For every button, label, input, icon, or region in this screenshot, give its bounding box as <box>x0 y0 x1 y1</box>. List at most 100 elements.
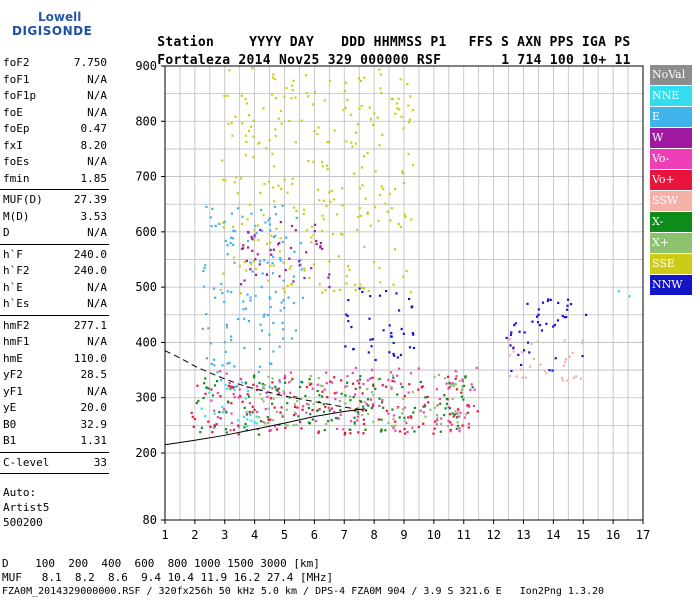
echo-point <box>384 289 388 293</box>
echo-point <box>319 246 322 249</box>
echo-point <box>328 409 331 412</box>
echo-point <box>382 406 385 409</box>
echo-point <box>364 428 367 431</box>
echo-point <box>286 284 289 287</box>
echo-point <box>341 233 344 236</box>
echo-point <box>532 357 536 361</box>
echo-point <box>439 422 443 426</box>
echo-point <box>289 265 293 268</box>
echo-point <box>350 113 353 116</box>
echo-point <box>407 121 411 124</box>
echo-point <box>279 109 282 113</box>
echo-point <box>273 78 277 81</box>
echo-point <box>384 202 387 205</box>
x-tick-label: 17 <box>636 528 650 542</box>
echo-point <box>265 391 268 395</box>
echo-point <box>564 358 567 361</box>
param-name: foE <box>3 105 23 119</box>
echo-point <box>471 386 474 389</box>
echo-point <box>361 409 364 412</box>
echo-point <box>272 397 275 400</box>
echo-point <box>344 81 347 84</box>
echo-point <box>356 419 359 422</box>
echo-point <box>362 287 366 290</box>
echo-point <box>310 267 313 270</box>
echo-point <box>462 384 466 388</box>
echo-point <box>553 323 556 327</box>
echo-point <box>256 410 259 414</box>
echo-point <box>230 290 233 294</box>
echo-point <box>454 410 457 413</box>
echo-point <box>537 308 540 311</box>
echo-point <box>372 384 375 388</box>
echo-point <box>300 119 303 122</box>
echo-point <box>219 288 222 291</box>
echo-point <box>536 321 540 324</box>
echo-point <box>363 245 366 248</box>
echo-point <box>407 152 410 156</box>
echo-point <box>438 397 441 401</box>
echo-point <box>204 377 207 380</box>
echo-point <box>476 410 479 413</box>
echo-point <box>322 199 326 202</box>
echo-point <box>522 349 526 352</box>
header-value-pps: 100 <box>549 53 575 68</box>
parameter-panel: foF2 7.750 foF1 N/A foF1p N/A foE N/A foEp 0.47 fx… <box>0 56 110 536</box>
echo-point <box>475 366 478 369</box>
echo-point <box>210 225 213 228</box>
echo-point <box>374 387 377 391</box>
echo-point <box>292 79 295 82</box>
param-row: M(D) 3.53 <box>3 210 107 228</box>
echo-point <box>345 275 348 278</box>
x-tick-label: 14 <box>546 528 560 542</box>
echo-point <box>451 397 454 401</box>
echo-point <box>259 228 262 232</box>
echo-point <box>378 397 381 400</box>
echo-point <box>334 398 337 401</box>
echo-point <box>411 305 414 308</box>
echo-point <box>369 118 373 121</box>
echo-point <box>367 289 370 292</box>
echo-point <box>322 410 326 413</box>
echo-point <box>357 412 360 415</box>
echo-point <box>286 424 289 427</box>
echo-point <box>359 214 362 218</box>
param-value: N/A <box>87 226 107 239</box>
echo-point <box>353 416 356 419</box>
echo-point <box>230 236 233 239</box>
echo-point <box>279 221 282 224</box>
y-tick-label: 800 <box>135 114 157 128</box>
echo-point <box>253 408 256 411</box>
echo-point <box>453 382 456 385</box>
echo-point <box>394 112 397 115</box>
echo-point <box>257 142 260 145</box>
echo-point <box>260 229 264 232</box>
echo-point <box>402 127 405 130</box>
echo-point <box>292 414 296 417</box>
echo-point <box>330 419 333 422</box>
echo-point <box>294 96 297 99</box>
param-value: 8.20 <box>80 138 108 152</box>
echo-point <box>319 245 322 248</box>
echo-point <box>350 325 353 329</box>
echo-point <box>230 412 233 415</box>
header-label-ddd: DDD <box>341 35 366 50</box>
echo-point <box>333 129 336 132</box>
echo-point <box>270 253 273 256</box>
echo-point <box>382 329 385 332</box>
echo-point <box>323 428 326 432</box>
echo-point <box>392 352 395 356</box>
echo-point <box>268 241 272 244</box>
echo-point <box>246 230 250 234</box>
echo-point <box>392 418 395 421</box>
echo-point <box>236 207 240 210</box>
echo-point <box>209 342 212 345</box>
echo-point <box>310 225 314 228</box>
echo-point <box>545 322 548 325</box>
echo-point <box>455 388 459 391</box>
echo-point <box>379 281 382 284</box>
echo-point <box>213 423 216 427</box>
echo-point <box>259 323 262 326</box>
echo-point <box>358 107 361 110</box>
echo-point <box>241 222 244 226</box>
